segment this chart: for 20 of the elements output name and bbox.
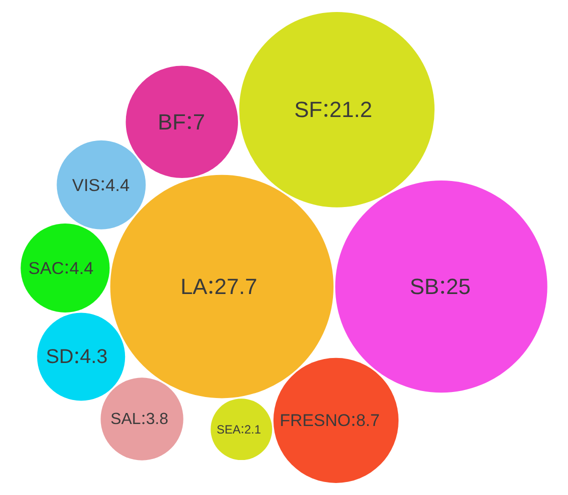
data-label: 4.3 [80, 346, 108, 368]
data-label: 21.2 [329, 97, 372, 122]
data-label: 3.8 [146, 410, 168, 428]
category-label: VIS [72, 174, 100, 195]
data-label: 27.7 [214, 274, 258, 300]
data-label: 8.7 [356, 410, 380, 430]
category-label: BF [158, 109, 186, 134]
category-label: SAL [110, 410, 141, 428]
category-label: SF [294, 97, 322, 122]
category-label: LA [180, 274, 208, 300]
category-label: SEA [216, 422, 241, 436]
category-label: SD [46, 346, 74, 368]
data-label: 4.4 [106, 174, 130, 195]
data-label: 2.1 [244, 422, 262, 436]
data-label: 7 [192, 109, 206, 134]
category-label: SB [410, 274, 440, 300]
data-label: 25 [446, 274, 471, 300]
category-label: SAC [28, 258, 64, 278]
category-label: FRESNO [280, 410, 351, 430]
data-label: 4.4 [69, 258, 94, 278]
